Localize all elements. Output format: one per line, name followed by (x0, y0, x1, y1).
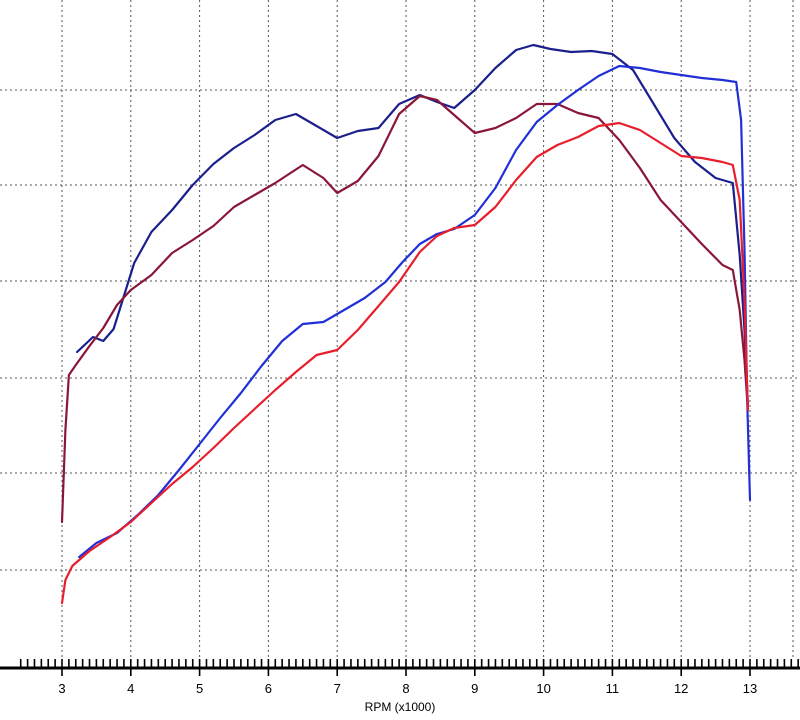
x-tick-label: 12 (674, 681, 688, 696)
x-axis-title: RPM (x1000) (365, 700, 436, 714)
x-tick-labels: 3 4 5 6 7 8 9 10 11 12 13 (58, 681, 757, 696)
series-line-2 (60, 94, 749, 524)
grid (0, 0, 800, 658)
x-axis (0, 659, 800, 676)
series-line-1 (76, 43, 749, 407)
x-tick-label: 13 (743, 681, 757, 696)
x-tick-label: 10 (536, 681, 550, 696)
x-tick-label: 3 (58, 681, 65, 696)
series-line-3 (78, 64, 752, 559)
series-line-4 (60, 121, 749, 605)
x-tick-label: 4 (127, 681, 134, 696)
x-tick-label: 8 (402, 681, 409, 696)
x-tick-label: 5 (196, 681, 203, 696)
x-tick-label: 11 (606, 681, 620, 696)
x-tick-label: 9 (471, 681, 478, 696)
series-lines (60, 43, 752, 605)
x-tick-label: 7 (334, 681, 341, 696)
x-tick-label: 6 (265, 681, 272, 696)
